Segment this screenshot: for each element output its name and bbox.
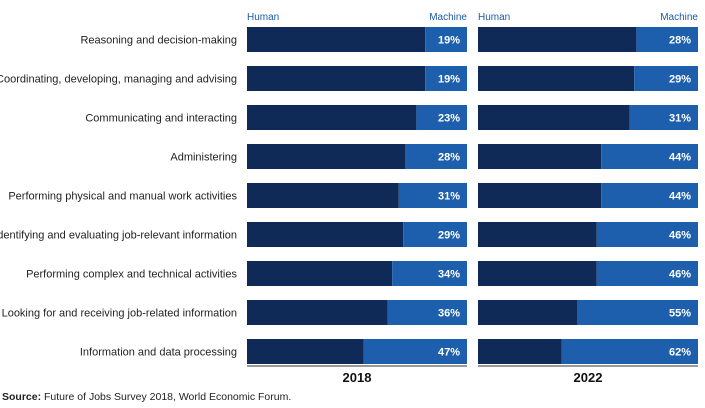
data-label-machine-2022-identifying-and-evaluating-job-relevant-information: 46% bbox=[669, 230, 691, 242]
data-label-machine-2022-reasoning-and-decision-making: 28% bbox=[669, 35, 691, 47]
bar-human-2022-performing-physical-and-manual-work-activities bbox=[478, 183, 602, 208]
bar-machine-2018-administering bbox=[405, 144, 467, 169]
bar-machine-2022-information-and-data-processing bbox=[561, 339, 698, 364]
bar-machine-2022-looking-for-and-receiving-job-related-information bbox=[577, 300, 698, 325]
bar-machine-2022-identifying-and-evaluating-job-relevant-information bbox=[596, 222, 698, 247]
bar-machine-2018-coordinating-developing-managing-and-advising bbox=[425, 66, 467, 91]
data-label-machine-2022-performing-physical-and-manual-work-activities: 44% bbox=[669, 191, 691, 203]
bar-human-2018-identifying-and-evaluating-job-relevant-information bbox=[247, 222, 404, 247]
data-label-machine-2022-performing-complex-and-technical-activities: 46% bbox=[669, 269, 691, 281]
bar-machine-2022-performing-complex-and-technical-activities bbox=[596, 261, 698, 286]
bar-machine-2022-administering bbox=[601, 144, 698, 169]
data-label-machine-2018-administering: 28% bbox=[438, 152, 460, 164]
legend-human-2022: Human bbox=[478, 12, 510, 23]
bar-machine-2018-reasoning-and-decision-making bbox=[425, 27, 467, 52]
source-text: Future of Jobs Survey 2018, World Econom… bbox=[44, 391, 292, 403]
data-label-machine-2018-reasoning-and-decision-making: 19% bbox=[438, 35, 460, 47]
data-label-machine-2018-performing-physical-and-manual-work-activities: 31% bbox=[438, 191, 460, 203]
bar-human-2022-coordinating-developing-managing-and-advising bbox=[478, 66, 635, 91]
category-label-performing-complex-and-technical-activities: Performing complex and technical activit… bbox=[26, 269, 237, 281]
category-label-performing-physical-and-manual-work-activities: Performing physical and manual work acti… bbox=[8, 191, 237, 203]
bar-human-2018-coordinating-developing-managing-and-advising bbox=[247, 66, 426, 91]
category-label-administering: Administering bbox=[170, 152, 237, 164]
data-label-machine-2018-communicating-and-interacting: 23% bbox=[438, 113, 460, 125]
bar-human-2022-communicating-and-interacting bbox=[478, 105, 630, 130]
data-label-machine-2022-information-and-data-processing: 62% bbox=[669, 347, 691, 359]
source-label: Source: bbox=[2, 391, 42, 403]
bar-machine-2022-reasoning-and-decision-making bbox=[636, 27, 698, 52]
bar-machine-2018-looking-for-and-receiving-job-related-information bbox=[387, 300, 467, 325]
bar-human-2018-communicating-and-interacting bbox=[247, 105, 417, 130]
bar-human-2018-performing-complex-and-technical-activities bbox=[247, 261, 393, 286]
data-label-machine-2022-looking-for-and-receiving-job-related-information: 55% bbox=[669, 308, 691, 320]
data-label-machine-2022-administering: 44% bbox=[669, 152, 691, 164]
bar-human-2022-performing-complex-and-technical-activities bbox=[478, 261, 597, 286]
bar-machine-2018-information-and-data-processing bbox=[363, 339, 467, 364]
data-label-machine-2018-coordinating-developing-managing-and-advising: 19% bbox=[438, 74, 460, 86]
data-label-machine-2018-identifying-and-evaluating-job-relevant-information: 29% bbox=[438, 230, 460, 242]
data-label-machine-2018-performing-complex-and-technical-activities: 34% bbox=[438, 269, 460, 281]
bar-human-2022-administering bbox=[478, 144, 602, 169]
category-label-communicating-and-interacting: Communicating and interacting bbox=[85, 113, 237, 125]
bar-machine-2022-performing-physical-and-manual-work-activities bbox=[601, 183, 698, 208]
year-label-2022: 2022 bbox=[574, 370, 603, 385]
data-label-machine-2018-looking-for-and-receiving-job-related-information: 36% bbox=[438, 308, 460, 320]
bar-machine-2022-coordinating-developing-managing-and-advising bbox=[634, 66, 698, 91]
year-label-2018: 2018 bbox=[343, 370, 372, 385]
data-label-machine-2022-communicating-and-interacting: 31% bbox=[669, 113, 691, 125]
bar-machine-2022-communicating-and-interacting bbox=[629, 105, 698, 130]
bar-machine-2018-performing-complex-and-technical-activities bbox=[392, 261, 467, 286]
category-label-identifying-and-evaluating-job-relevant-information: Identifying and evaluating job-relevant … bbox=[0, 230, 237, 242]
bar-human-2018-administering bbox=[247, 144, 406, 169]
category-label-information-and-data-processing: Information and data processing bbox=[80, 347, 237, 359]
bar-human-2022-looking-for-and-receiving-job-related-information bbox=[478, 300, 577, 325]
source-note: Source: Future of Jobs Survey 2018, Worl… bbox=[2, 391, 291, 403]
bar-human-2018-looking-for-and-receiving-job-related-information bbox=[247, 300, 388, 325]
bar-human-2022-reasoning-and-decision-making bbox=[478, 27, 637, 52]
bar-machine-2018-performing-physical-and-manual-work-activities bbox=[398, 183, 467, 208]
bar-machine-2018-identifying-and-evaluating-job-relevant-information bbox=[403, 222, 467, 247]
category-label-coordinating-developing-managing-and-advising: Coordinating, developing, managing and a… bbox=[0, 74, 237, 86]
data-label-machine-2018-information-and-data-processing: 47% bbox=[438, 347, 460, 359]
bar-human-2018-performing-physical-and-manual-work-activities bbox=[247, 183, 399, 208]
legend-machine-2022: Machine bbox=[660, 12, 698, 23]
legend-machine-2018: Machine bbox=[429, 12, 467, 23]
bar-human-2022-identifying-and-evaluating-job-relevant-information bbox=[478, 222, 597, 247]
bar-human-2018-information-and-data-processing bbox=[247, 339, 364, 364]
bar-human-2022-information-and-data-processing bbox=[478, 339, 562, 364]
data-label-machine-2022-coordinating-developing-managing-and-advising: 29% bbox=[669, 74, 691, 86]
category-label-reasoning-and-decision-making: Reasoning and decision-making bbox=[80, 35, 237, 47]
bar-human-2018-reasoning-and-decision-making bbox=[247, 27, 426, 52]
category-label-looking-for-and-receiving-job-related-information: Looking for and receiving job-related in… bbox=[2, 308, 237, 320]
legend-human-2018: Human bbox=[247, 12, 279, 23]
bar-machine-2018-communicating-and-interacting bbox=[416, 105, 467, 130]
